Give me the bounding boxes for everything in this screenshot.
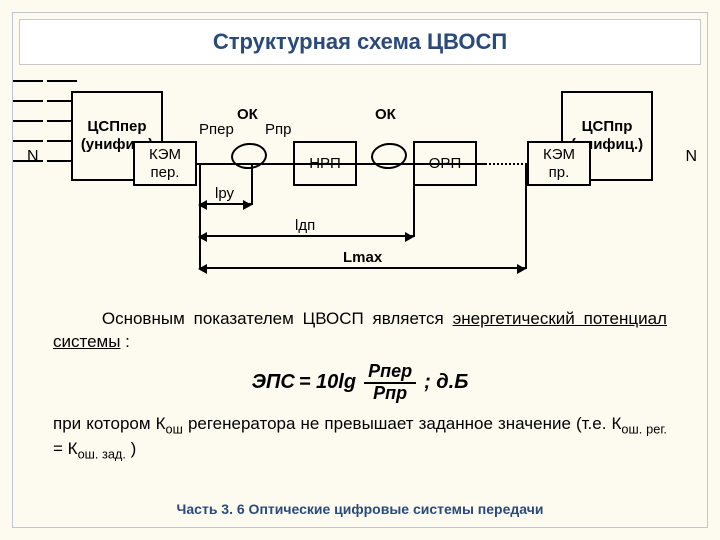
dim-v3a xyxy=(199,165,201,269)
paragraph-1: Основным показателем ЦВОСП является энер… xyxy=(53,308,667,354)
dim-v1b xyxy=(251,165,253,205)
dim-ldp xyxy=(199,235,413,237)
loop-2-icon xyxy=(370,141,408,170)
page-frame: Структурная схема ЦВОСП N N ЦСПпер (униф… xyxy=(12,12,708,528)
block-kem-rx: КЭМ пр. xyxy=(527,141,591,186)
label-ok1: ОК xyxy=(237,106,258,123)
label-ppr: Pпр xyxy=(265,121,291,138)
label-lmax: Lmax xyxy=(343,249,382,266)
page-title: Структурная схема ЦВОСП xyxy=(213,29,507,55)
diagram: N N ЦСПпер (унифиц.) ЦСПпр (унифиц.) xyxy=(13,73,707,303)
dim-v2b xyxy=(413,165,415,237)
block-kem-tx: КЭМ пер. xyxy=(133,141,197,186)
dotted-line xyxy=(477,163,527,165)
label-N-right: N xyxy=(685,148,697,166)
formula-fraction: Pпер Pпр xyxy=(364,362,416,404)
label-lru: lру xyxy=(215,185,234,202)
loop-1-icon xyxy=(230,141,268,170)
label-ldp: lдп xyxy=(295,217,315,234)
text-area: Основным показателем ЦВОСП является энер… xyxy=(53,308,667,471)
formula-eps: ЭПС = 10lg Pпер Pпр ; д.Б xyxy=(53,362,667,404)
dim-v3b xyxy=(525,165,527,269)
dim-lru xyxy=(199,203,251,205)
label-pper: Pпер xyxy=(199,121,234,138)
label-ok2: ОК xyxy=(375,106,396,123)
footer: Часть 3. 6 Оптические цифровые системы п… xyxy=(13,501,707,517)
paragraph-2: при котором Кош регенератора не превышае… xyxy=(53,413,667,462)
title-bar: Структурная схема ЦВОСП xyxy=(19,19,701,65)
dim-lmax xyxy=(199,267,525,269)
label-N-left: N xyxy=(27,148,39,166)
